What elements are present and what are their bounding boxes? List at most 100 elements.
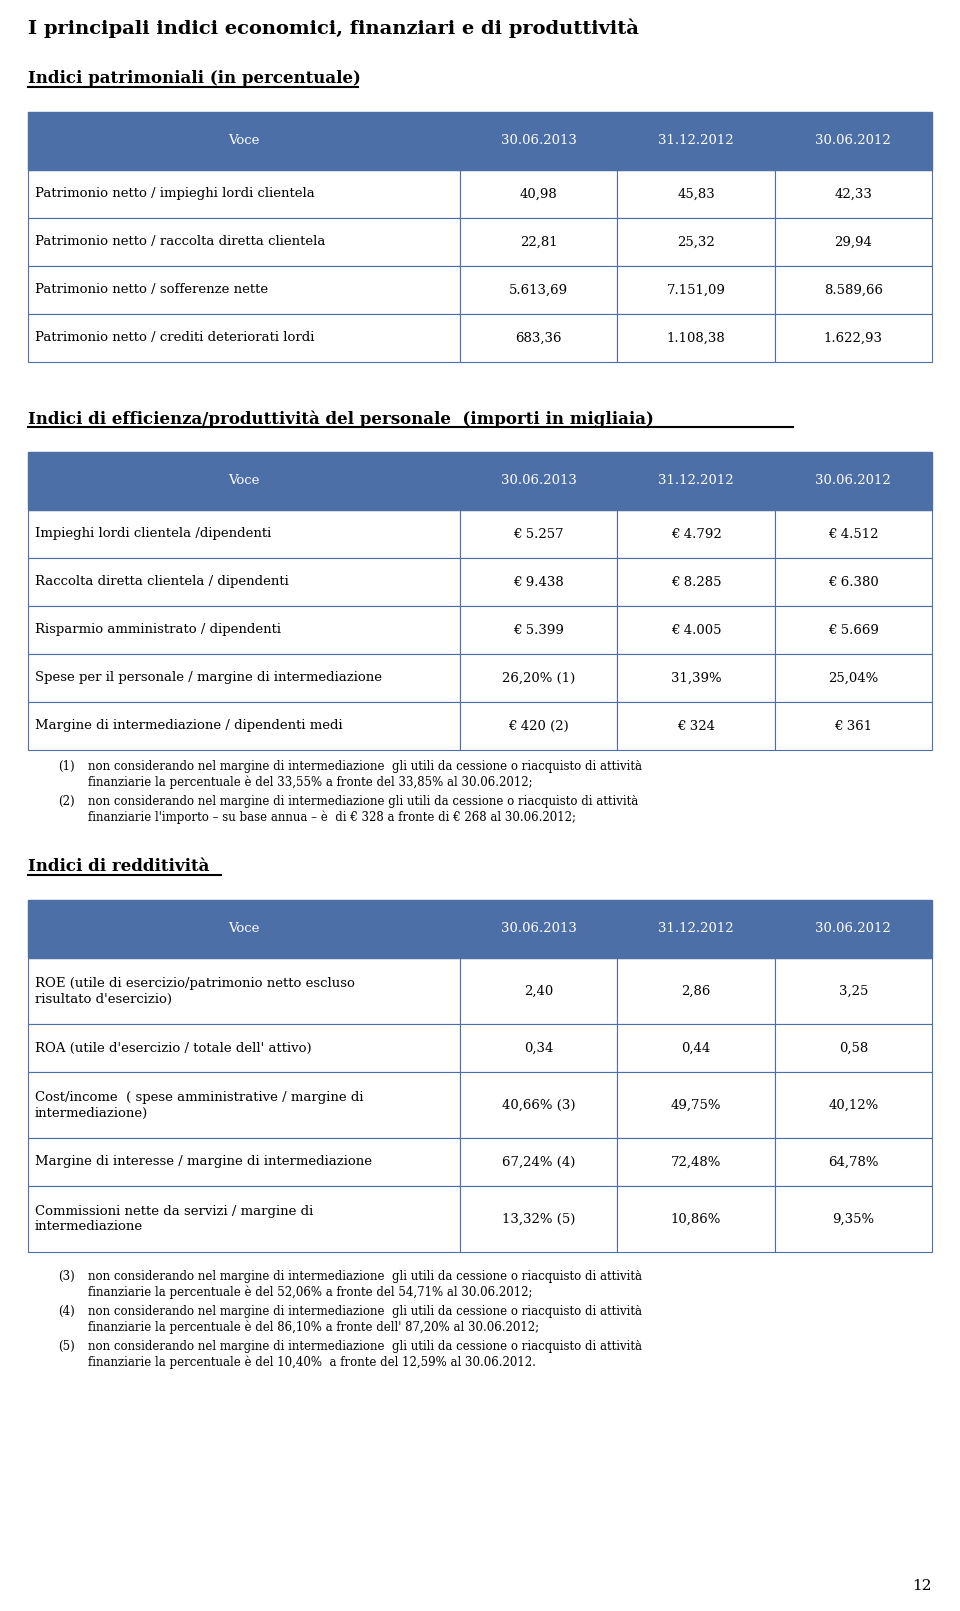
Bar xyxy=(775,606,932,654)
Text: 31.12.2012: 31.12.2012 xyxy=(659,134,733,148)
Text: € 5.399: € 5.399 xyxy=(514,623,564,636)
Text: 31.12.2012: 31.12.2012 xyxy=(659,475,733,488)
Text: 29,94: 29,94 xyxy=(834,235,873,248)
Bar xyxy=(460,1137,617,1186)
Bar xyxy=(28,217,460,266)
Text: non considerando nel margine di intermediazione  gli utili da cessione o riacqui: non considerando nel margine di intermed… xyxy=(88,1340,642,1369)
Text: 0,58: 0,58 xyxy=(839,1041,868,1055)
Bar xyxy=(617,113,775,171)
Text: Margine di interesse / margine di intermediazione: Margine di interesse / margine di interm… xyxy=(35,1155,372,1168)
Text: 7.151,09: 7.151,09 xyxy=(666,284,726,296)
Bar xyxy=(460,453,617,511)
Text: 8.589,66: 8.589,66 xyxy=(824,284,883,296)
Text: 72,48%: 72,48% xyxy=(671,1155,721,1168)
Bar xyxy=(460,702,617,751)
Bar xyxy=(617,1071,775,1137)
Text: 30.06.2012: 30.06.2012 xyxy=(815,134,891,148)
Bar xyxy=(460,654,617,702)
Bar xyxy=(460,217,617,266)
Bar xyxy=(460,557,617,606)
Text: € 6.380: € 6.380 xyxy=(828,575,878,588)
Text: Impieghi lordi clientela /dipendenti: Impieghi lordi clientela /dipendenti xyxy=(35,527,272,541)
Text: 64,78%: 64,78% xyxy=(828,1155,878,1168)
Text: € 324: € 324 xyxy=(677,720,715,733)
Bar xyxy=(28,654,460,702)
Text: 25,04%: 25,04% xyxy=(828,672,878,685)
Bar xyxy=(28,901,460,959)
Text: 1.622,93: 1.622,93 xyxy=(824,332,883,345)
Text: 42,33: 42,33 xyxy=(834,187,873,200)
Text: Voce: Voce xyxy=(228,923,260,936)
Bar xyxy=(460,606,617,654)
Text: non considerando nel margine di intermediazione gli utili da cessione o riacquis: non considerando nel margine di intermed… xyxy=(88,794,638,823)
Text: (2): (2) xyxy=(58,794,75,809)
Text: 30.06.2013: 30.06.2013 xyxy=(501,475,577,488)
Text: € 5.257: € 5.257 xyxy=(514,527,564,541)
Bar xyxy=(775,1025,932,1071)
Text: 10,86%: 10,86% xyxy=(671,1213,721,1226)
Bar xyxy=(617,266,775,314)
Bar xyxy=(28,606,460,654)
Bar xyxy=(775,1186,932,1252)
Bar xyxy=(617,511,775,557)
Text: (4): (4) xyxy=(58,1305,75,1318)
Bar xyxy=(775,654,932,702)
Text: 67,24% (4): 67,24% (4) xyxy=(502,1155,575,1168)
Bar xyxy=(28,901,932,959)
Text: € 4.512: € 4.512 xyxy=(828,527,878,541)
Bar xyxy=(28,1071,460,1137)
Text: 2,40: 2,40 xyxy=(524,984,553,997)
Bar xyxy=(775,557,932,606)
Text: I principali indici economici, finanziari e di produttività: I principali indici economici, finanziar… xyxy=(28,18,639,37)
Bar xyxy=(28,453,460,511)
Text: Voce: Voce xyxy=(228,475,260,488)
Text: Patrimonio netto / impieghi lordi clientela: Patrimonio netto / impieghi lordi client… xyxy=(35,187,315,200)
Text: 0,34: 0,34 xyxy=(524,1041,554,1055)
Bar xyxy=(775,266,932,314)
Bar xyxy=(617,217,775,266)
Bar xyxy=(775,702,932,751)
Text: Patrimonio netto / crediti deteriorati lordi: Patrimonio netto / crediti deteriorati l… xyxy=(35,332,314,345)
Bar xyxy=(460,266,617,314)
Bar xyxy=(617,901,775,959)
Bar xyxy=(28,959,460,1025)
Text: 25,32: 25,32 xyxy=(677,235,715,248)
Bar xyxy=(617,959,775,1025)
Text: Patrimonio netto / sofferenze nette: Patrimonio netto / sofferenze nette xyxy=(35,284,268,296)
Text: 30.06.2012: 30.06.2012 xyxy=(815,475,891,488)
Text: Patrimonio netto / raccolta diretta clientela: Patrimonio netto / raccolta diretta clie… xyxy=(35,235,325,248)
Text: 30.06.2013: 30.06.2013 xyxy=(501,923,577,936)
Text: (5): (5) xyxy=(58,1340,75,1353)
Bar xyxy=(28,1137,460,1186)
Text: 13,32% (5): 13,32% (5) xyxy=(502,1213,575,1226)
Text: Margine di intermediazione / dipendenti medi: Margine di intermediazione / dipendenti … xyxy=(35,720,343,733)
Text: 5.613,69: 5.613,69 xyxy=(509,284,568,296)
Bar xyxy=(775,511,932,557)
Text: 12: 12 xyxy=(913,1579,932,1593)
Bar xyxy=(617,171,775,217)
Text: € 8.285: € 8.285 xyxy=(671,575,721,588)
Bar xyxy=(775,1071,932,1137)
Text: 3,25: 3,25 xyxy=(839,984,868,997)
Text: 40,98: 40,98 xyxy=(520,187,558,200)
Text: ROA (utile d'esercizio / totale dell' attivo): ROA (utile d'esercizio / totale dell' at… xyxy=(35,1041,312,1055)
Text: 31.12.2012: 31.12.2012 xyxy=(659,923,733,936)
Text: Voce: Voce xyxy=(228,134,260,148)
Text: € 5.669: € 5.669 xyxy=(828,623,878,636)
Text: (1): (1) xyxy=(58,760,75,773)
Bar xyxy=(775,453,932,511)
Text: 49,75%: 49,75% xyxy=(671,1099,721,1112)
Bar xyxy=(617,606,775,654)
Bar xyxy=(28,171,460,217)
Text: Indici di redditività: Indici di redditività xyxy=(28,859,209,875)
Text: 0,44: 0,44 xyxy=(682,1041,710,1055)
Bar xyxy=(617,702,775,751)
Bar xyxy=(28,1186,460,1252)
Bar xyxy=(28,314,460,362)
Text: € 4.005: € 4.005 xyxy=(671,623,721,636)
Bar xyxy=(617,1025,775,1071)
Bar xyxy=(28,453,932,511)
Bar xyxy=(617,453,775,511)
Text: 31,39%: 31,39% xyxy=(671,672,721,685)
Bar xyxy=(775,217,932,266)
